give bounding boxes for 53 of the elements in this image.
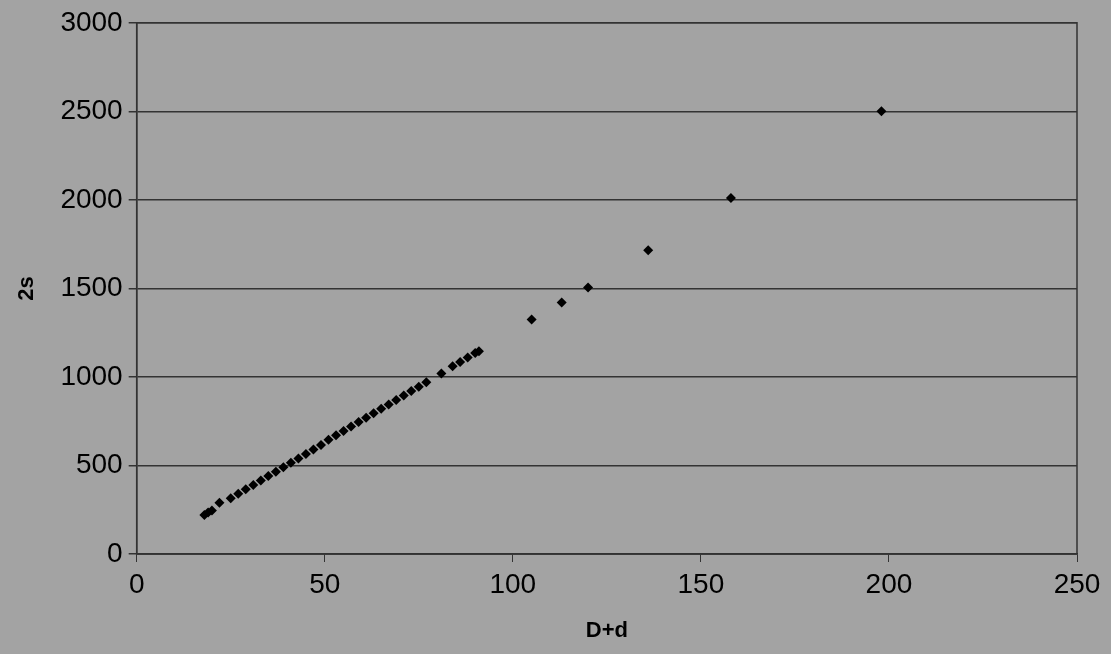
point <box>398 390 409 401</box>
point <box>300 448 311 459</box>
y-tick-label: 0 <box>107 536 123 568</box>
point <box>556 297 567 308</box>
y-tick-label: 3000 <box>60 5 123 37</box>
point <box>214 497 225 508</box>
point <box>285 457 296 468</box>
y-tick-label: 2000 <box>60 182 123 214</box>
point <box>338 425 349 436</box>
x-tick-label: 50 <box>309 567 341 599</box>
point <box>248 479 259 490</box>
point <box>346 421 357 432</box>
y-tick-label: 1500 <box>60 271 123 303</box>
point <box>876 106 887 117</box>
point <box>725 193 736 204</box>
point <box>455 356 466 367</box>
x-tick-label: 200 <box>865 567 913 599</box>
point <box>368 408 379 419</box>
y-tick-label: 2500 <box>60 94 123 126</box>
x-tick-label: 150 <box>677 567 725 599</box>
point <box>406 386 417 397</box>
point <box>293 453 304 464</box>
point <box>436 368 447 379</box>
point <box>240 484 251 495</box>
point <box>383 399 394 410</box>
point <box>353 417 364 428</box>
point <box>447 361 458 372</box>
point <box>308 444 319 455</box>
point <box>583 282 594 293</box>
point <box>462 352 473 363</box>
point <box>323 434 334 445</box>
point <box>331 430 342 441</box>
point <box>278 462 289 473</box>
point <box>526 314 537 325</box>
x-axis-title: D+d <box>585 616 628 642</box>
point <box>315 440 326 451</box>
point <box>263 471 274 482</box>
point <box>376 403 387 414</box>
point <box>413 381 424 392</box>
point <box>225 493 236 504</box>
point <box>361 412 372 423</box>
x-tick-label: 0 <box>128 567 145 599</box>
point <box>643 245 654 256</box>
point <box>233 488 244 499</box>
y-axis-title: 2s <box>13 276 39 301</box>
x-tick-label: 100 <box>489 567 537 599</box>
point <box>270 466 281 477</box>
point <box>421 377 432 388</box>
y-tick-label: 1000 <box>60 359 123 391</box>
point <box>255 475 266 486</box>
point <box>391 394 402 405</box>
y-tick-label: 500 <box>75 448 123 480</box>
x-tick-label: 250 <box>1053 567 1101 599</box>
